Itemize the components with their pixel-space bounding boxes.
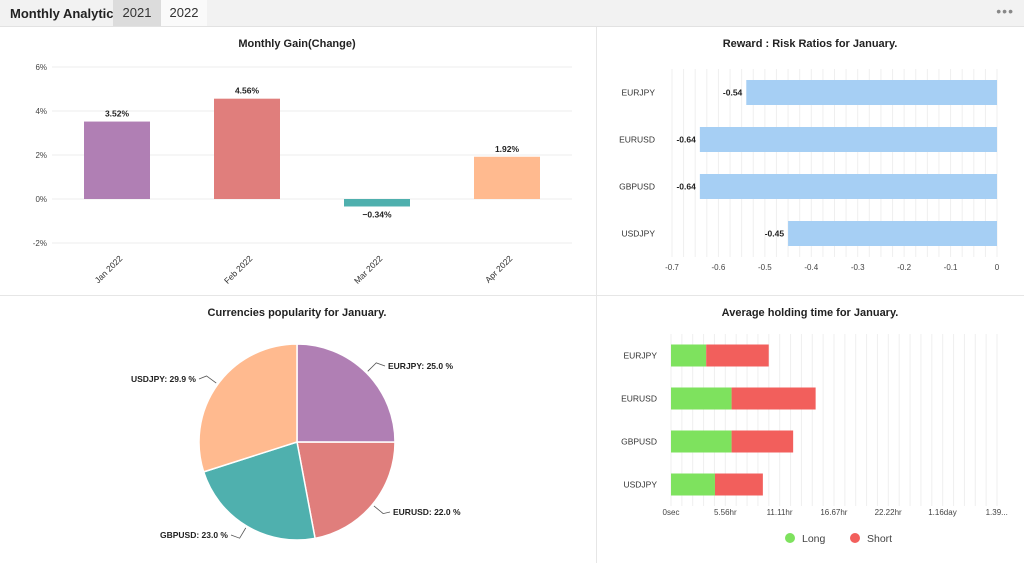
panel-divider-horizontal xyxy=(0,295,1024,296)
x-tick-label: -0.1 xyxy=(944,263,958,272)
bar-value-label: −0.34% xyxy=(362,209,392,219)
x-tick-label: 0 xyxy=(995,263,1000,272)
bar-usdjpy xyxy=(788,221,997,246)
x-tick-label: Feb 2022 xyxy=(222,253,255,286)
y-tick-label: 6% xyxy=(35,63,47,72)
pie-label-connector xyxy=(373,505,391,515)
pie-slice-label: GBPUSD: 23.0 % xyxy=(160,530,228,540)
bar-eurjpy-long xyxy=(671,344,707,367)
x-tick-label: 16.67hr xyxy=(820,508,847,517)
chart-title: Monthly Gain(Change) xyxy=(238,38,356,50)
pie-slice-label: EURJPY: 25.0 % xyxy=(388,361,453,371)
legend-label: Long xyxy=(802,533,826,545)
y-tick-label: EURJPY xyxy=(621,88,655,98)
bar-eurjpy-short xyxy=(706,344,769,367)
legend-label: Short xyxy=(867,533,892,545)
tab-2021[interactable]: 2021 xyxy=(113,0,161,26)
bar-value-label: 1.92% xyxy=(495,144,520,154)
x-tick-label: 5.56hr xyxy=(714,508,737,517)
chart-title: Currencies popularity for January. xyxy=(208,307,387,319)
x-tick-label: Apr 2022 xyxy=(483,253,515,285)
pie-slice-label: EURUSD: 22.0 % xyxy=(393,507,461,517)
bar-value-label: -0.64 xyxy=(676,135,696,145)
legend-marker-short xyxy=(850,533,860,543)
y-tick-label: EURUSD xyxy=(619,135,655,145)
pie-slice-gbpusd xyxy=(202,441,316,541)
x-tick-label: -0.5 xyxy=(758,263,772,272)
x-tick-label: -0.4 xyxy=(804,263,818,272)
x-tick-label: 0sec xyxy=(663,508,680,517)
bar-value-label: -0.64 xyxy=(676,182,696,192)
top-bar: Monthly Analytics 2021 2022 ••• xyxy=(0,0,1024,27)
bar-eurusd xyxy=(699,127,997,152)
legend-marker-long xyxy=(785,533,795,543)
x-tick-label: Mar 2022 xyxy=(352,253,385,286)
y-tick-label: USDJPY xyxy=(621,229,655,239)
bar-eurjpy xyxy=(746,80,997,105)
x-tick-label: -0.7 xyxy=(665,263,679,272)
bar-jan-2022 xyxy=(84,121,150,199)
x-tick-label: 11.11hr xyxy=(767,508,793,517)
y-tick-label: GBPUSD xyxy=(621,437,657,447)
pie-slice-label: USDJPY: 29.9 % xyxy=(131,374,196,384)
bar-apr-2022 xyxy=(474,156,540,199)
chart-title: Average holding time for January. xyxy=(722,307,899,319)
x-tick-label: 1.16day xyxy=(928,508,956,517)
bar-eurusd-short xyxy=(731,387,816,410)
y-tick-label: 0% xyxy=(35,195,47,204)
reward-risk-chart: Reward : Risk Ratios for January. -0.7 -0.… xyxy=(597,27,1024,295)
y-tick-label: GBPUSD xyxy=(619,182,655,192)
bar-eurusd-long xyxy=(671,387,732,410)
bar-usdjpy-long xyxy=(671,473,715,496)
bar-value-label: 3.52% xyxy=(105,109,130,119)
bar-gbpusd xyxy=(699,174,997,199)
x-tick-label: Jan 2022 xyxy=(93,253,125,285)
x-tick-label: -0.6 xyxy=(712,263,726,272)
pie-label-connector xyxy=(367,362,386,372)
app-title: Monthly Analytics xyxy=(10,6,121,21)
x-tick-label: 22.22hr xyxy=(875,508,902,517)
pie-slice-eurusd xyxy=(296,441,396,540)
chart-title: Reward : Risk Ratios for January. xyxy=(723,38,898,50)
bar-mar-2022 xyxy=(344,199,410,207)
y-tick-label: 4% xyxy=(35,107,47,116)
pie-slice-eurjpy xyxy=(296,343,396,443)
pie-label-connector xyxy=(198,375,217,384)
bar-usdjpy-short xyxy=(714,473,763,496)
x-tick-label: -0.3 xyxy=(851,263,865,272)
y-tick-label: 2% xyxy=(35,151,47,160)
holding-time-chart: Average holding time for January. 0sec 5.5… xyxy=(597,296,1024,563)
bar-value-label: 4.56% xyxy=(235,86,260,96)
monthly-gain-chart: Monthly Gain(Change) 6% 4% 2% 0% -2% 3.52% Jan … xyxy=(0,27,596,295)
tab-2022[interactable]: 2022 xyxy=(161,0,207,26)
bar-gbpusd-short xyxy=(731,430,794,453)
pie-label-connector xyxy=(230,527,247,539)
pie-slice-usdjpy xyxy=(198,343,298,473)
bar-value-label: -0.45 xyxy=(765,229,785,239)
x-tick-label: 1.39... xyxy=(986,508,1008,517)
x-tick-label: -0.2 xyxy=(897,263,911,272)
y-tick-label: EURJPY xyxy=(623,351,657,361)
y-tick-label: EURUSD xyxy=(621,394,657,404)
bar-feb-2022 xyxy=(214,98,280,199)
bar-gbpusd-long xyxy=(671,430,732,453)
y-tick-label: -2% xyxy=(33,239,47,248)
ellipsis-icon[interactable]: ••• xyxy=(996,3,1014,19)
bar-value-label: -0.54 xyxy=(723,88,743,98)
y-tick-label: USDJPY xyxy=(623,480,657,490)
currencies-popularity-chart: Currencies popularity for January. EURJPY… xyxy=(0,296,596,563)
